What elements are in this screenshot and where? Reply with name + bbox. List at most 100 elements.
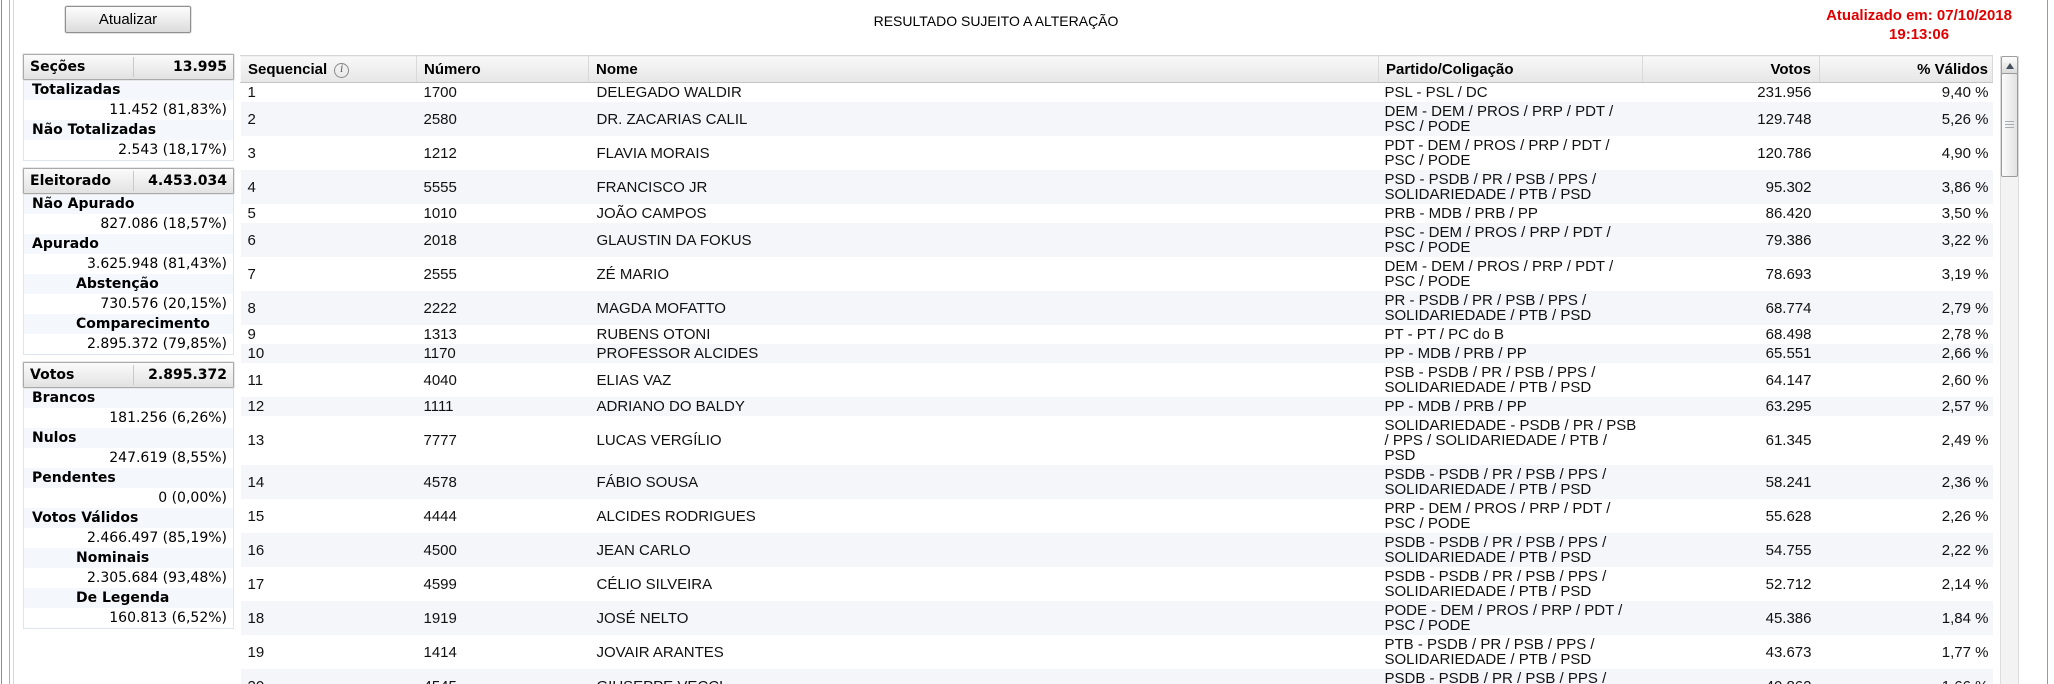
cell-sequencial: 4 [240,170,417,204]
cell-sequencial: 16 [240,533,417,567]
summary-section-title: Eleitorado [30,173,111,189]
column-header-votos[interactable]: Votos [1642,55,1820,83]
stat-value: 11.452 (81,83%) [24,100,233,120]
stat-value: 730.576 (20,15%) [24,294,233,314]
cell-nome: JOÃO CAMPOS [596,205,707,222]
cell-votos: 65.551 [1642,344,1820,363]
cell-partido: SOLIDARIEDADE - PSDB / PR / PSB / PPS / … [1384,417,1637,464]
stat-value: 181.256 (6,26%) [24,408,233,428]
table-row[interactable]: 17 4599 CÉLIO SILVEIRA PSDB - PSDB / PR … [241,567,1993,601]
cell-pct-validos: 3,19 % [1941,265,1989,283]
cell-pct-validos: 3,50 % [1941,205,1989,222]
cell-partido: PSC - DEM / PROS / PRP / PDT / PSC / POD… [1378,223,1643,257]
stat-label: Nominais [24,548,233,568]
table-row[interactable]: 10 1170 PROFESSOR ALCIDES PP - MDB / PRB… [240,344,1993,363]
table-row[interactable]: 4 5555 FRANCISCO JR PSD - PSDB / PR / PS… [240,170,1993,204]
vertical-scrollbar[interactable] [2000,56,2019,684]
cell-nome: MAGDA MOFATTO [588,291,1379,325]
cell-numero: 4444 [423,507,457,525]
stat-value: 160.813 (6,52%) [24,608,233,628]
cell-votos: 61.345 [1765,432,1812,449]
cell-votos: 79.386 [1642,223,1820,257]
refresh-button[interactable]: Atualizar [65,6,191,33]
table-row[interactable]: 14 4578 FÁBIO SOUSA PSDB - PSDB / PR / P… [240,465,1993,499]
cell-nome: PROFESSOR ALCIDES [588,344,1379,363]
cell-nome: ADRIANO DO BALDY [588,397,1379,416]
summary-section-title: Votos [30,367,75,383]
stat-item: Não Totalizadas 2.543 (18,17%) [24,120,233,160]
table-row[interactable]: 2 2580 DR. ZACARIAS CALIL DEM - DEM / PR… [240,102,1993,136]
table-row[interactable]: 20 4545 GIUSEPPE VECCI PSDB - PSDB / PR … [240,669,1993,684]
scrollbar-thumb[interactable] [2001,73,2018,177]
updated-date-line: Atualizado em: 07/10/2018 [1826,7,2012,24]
cell-votos: 64.147 [1765,371,1812,389]
cell-partido: DEM - DEM / PROS / PRP / PDT / PSC / POD… [1384,258,1614,290]
stat-label: Apurado [24,234,233,254]
cell-partido: PT - PT / PC do B [1384,326,1505,343]
table-row[interactable]: 5 1010 JOÃO CAMPOS PRB - MDB / PRB / PP … [241,204,1993,223]
table-row[interactable]: 8 2222 MAGDA MOFATTO PR - PSDB / PR / PS… [240,291,1993,325]
cell-sequencial: 19 [247,643,265,661]
column-header-nome[interactable]: Nome [588,55,1379,83]
cell-nome: JEAN CARLO [588,533,1379,567]
column-header-numero[interactable]: Número [416,55,589,83]
table-row[interactable]: 12 1111 ADRIANO DO BALDY PP - MDB / PRB … [240,397,1993,416]
cell-sequencial: 7 [247,265,256,283]
cell-votos: 55.628 [1765,507,1812,525]
cell-votos: 78.693 [1765,265,1812,283]
column-header-label: Sequencial [248,60,328,78]
table-row[interactable]: 11 4040 ELIAS VAZ PSB - PSDB / PR / PSB … [241,363,1993,397]
cell-sequencial: 3 [247,144,256,162]
cell-numero: 1111 [416,397,589,416]
table-row[interactable]: 6 2018 GLAUSTIN DA FOKUS PSC - DEM / PRO… [240,223,1993,257]
stat-item: De Legenda 160.813 (6,52%) [24,588,233,628]
table-row[interactable]: 1 1700 DELEGADO WALDIR PSL - PSL / DC 23… [241,83,1993,103]
stat-item: Brancos 181.256 (6,26%) [24,388,233,428]
table-row[interactable]: 7 2555 ZÉ MARIO DEM - DEM / PROS / PRP /… [241,257,1993,291]
column-header-sequencial[interactable]: Sequencial i [240,55,417,83]
cell-partido: PSD - PSDB / PR / PSB / PPS / SOLIDARIED… [1378,170,1643,204]
table-row[interactable]: 13 7777 LUCAS VERGÍLIO SOLIDARIEDADE - P… [241,416,1993,465]
cell-sequencial: 9 [247,326,256,343]
summary-section-body: Totalizadas 11.452 (81,83%) Não Totaliza… [23,80,234,161]
table-row[interactable]: 19 1414 JOVAIR ARANTES PTB - PSDB / PR /… [241,635,1993,669]
cell-votos: 45.386 [1642,601,1820,635]
table-row[interactable]: 18 1919 JOSÉ NELTO PODE - DEM / PROS / P… [240,601,1993,635]
cell-sequencial: 5 [247,205,256,222]
cell-numero: 2018 [416,223,589,257]
table-header-row: Sequencial i Número Nome Partido/Coligaçã… [240,55,1993,83]
stat-item: Votos Válidos 2.466.497 (85,19%) [24,508,233,548]
column-header-partido[interactable]: Partido/Coligação [1378,55,1643,83]
column-header-pct-validos[interactable]: % Válidos [1819,55,1993,83]
cell-sequencial: 1 [247,84,256,101]
cell-votos: 43.673 [1765,643,1812,661]
table-row[interactable]: 9 1313 RUBENS OTONI PT - PT / PC do B 68… [241,325,1993,344]
cell-numero: 1313 [423,326,457,343]
cell-votos: 58.241 [1642,465,1820,499]
summary-section: Seções 13.995 Totalizadas 11.452 (81,83%… [23,54,234,161]
stat-item: Não Apurado 827.086 (18,57%) [24,194,233,234]
info-icon[interactable]: i [334,62,350,78]
cell-nome: FRANCISCO JR [588,170,1379,204]
cell-pct-validos: 2,14 % [1941,575,1989,593]
table-row[interactable]: 3 1212 FLAVIA MORAIS PDT - DEM / PROS / … [241,136,1993,170]
summary-section: Eleitorado 4.453.034 Não Apurado 827.086… [23,168,234,355]
cell-partido: PRB - MDB / PRB / PP [1384,205,1538,222]
table-row[interactable]: 15 4444 ALCIDES RODRIGUES PRP - DEM / PR… [241,499,1993,533]
cell-partido: PSL - PSL / DC [1384,84,1488,101]
cell-sequencial: 14 [240,465,417,499]
stat-label: Brancos [24,388,233,408]
stat-item: Apurado 3.625.948 (81,43%) [24,234,233,274]
cell-nome: JOVAIR ARANTES [596,643,724,661]
stat-value: 0 (0,00%) [24,488,233,508]
cell-nome: DR. ZACARIAS CALIL [588,102,1379,136]
cell-partido: PDT - DEM / PROS / PRP / PDT / PSC / POD… [1384,137,1610,169]
cell-votos: 68.774 [1642,291,1820,325]
stat-value: 827.086 (18,57%) [24,214,233,234]
cell-partido: PRP - DEM / PROS / PRP / PDT / PSC / POD… [1384,500,1611,532]
cell-nome: DELEGADO WALDIR [596,84,742,101]
results-table: Sequencial i Número Nome Partido/Coligaçã… [240,55,1993,684]
cell-partido: PSB - PSDB / PR / PSB / PPS / SOLIDARIED… [1384,364,1596,396]
table-row[interactable]: 16 4500 JEAN CARLO PSDB - PSDB / PR / PS… [240,533,1993,567]
frame-divider-line-2 [13,0,14,684]
